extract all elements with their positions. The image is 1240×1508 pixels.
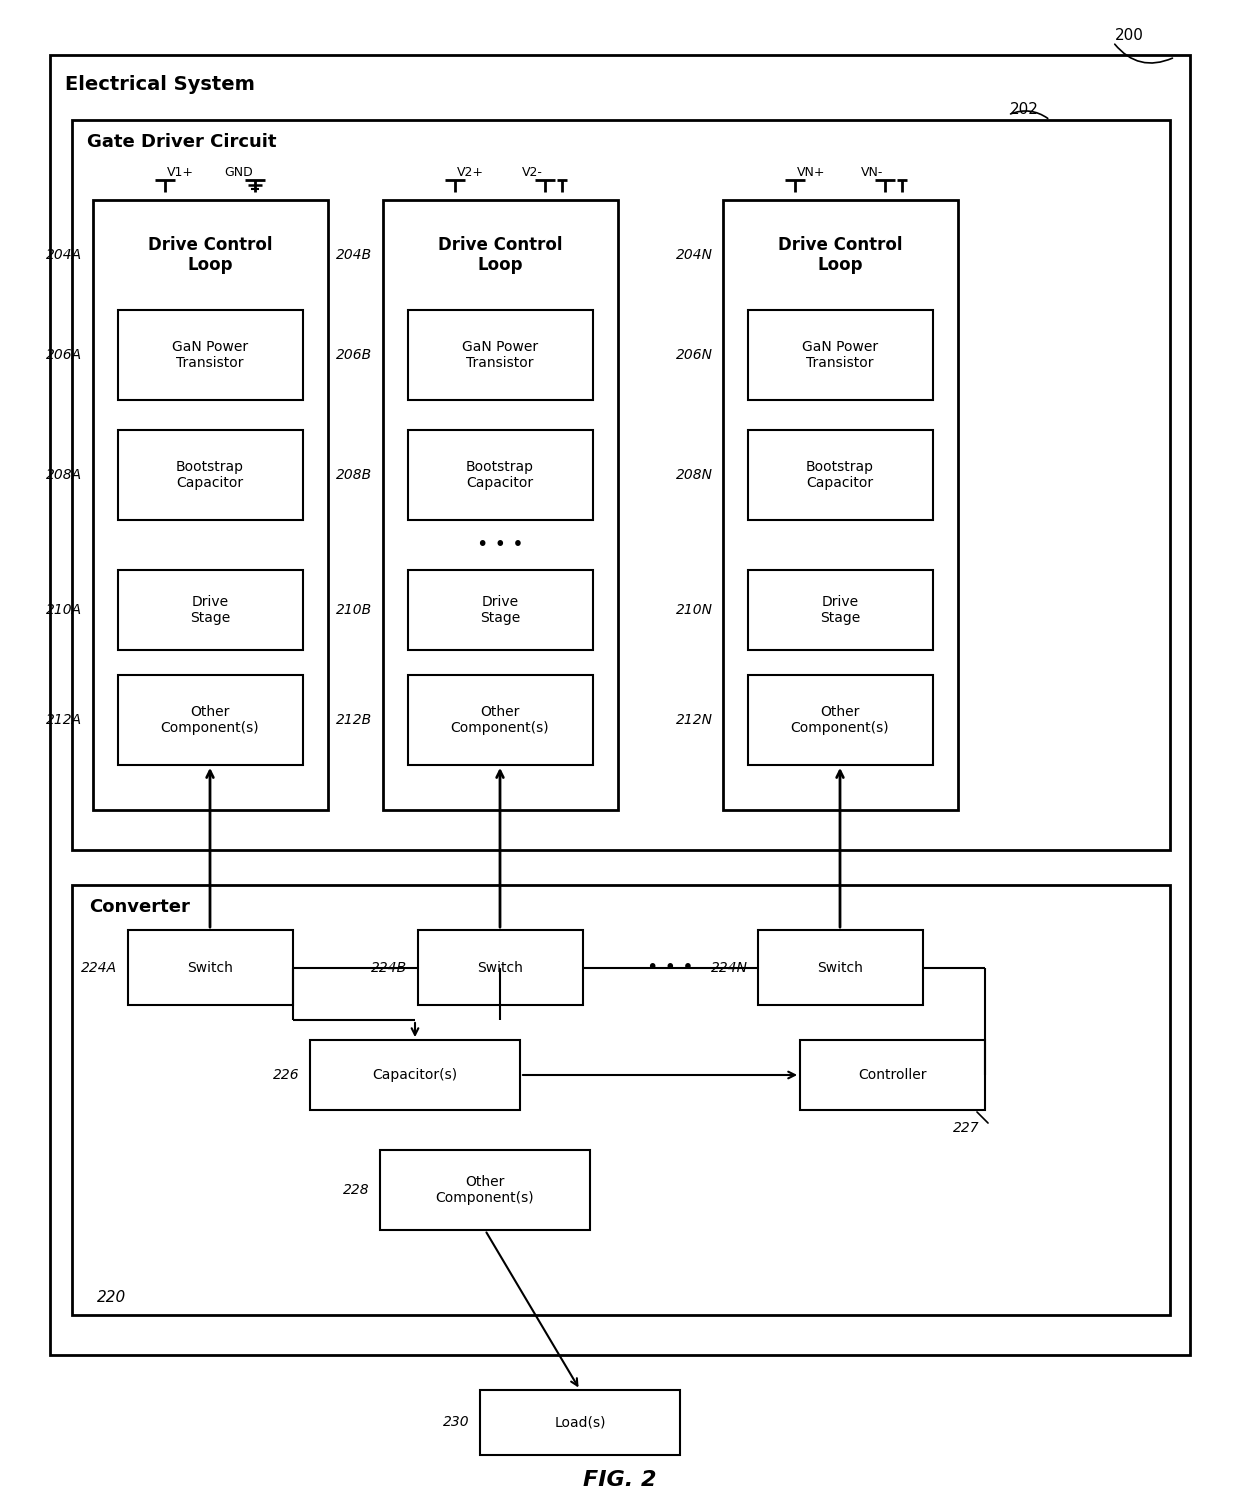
- Text: Other
Component(s): Other Component(s): [435, 1175, 534, 1205]
- Bar: [93, 201, 327, 810]
- Text: GaN Power
Transistor: GaN Power Transistor: [802, 339, 878, 369]
- Text: Switch: Switch: [477, 961, 523, 974]
- Text: 210N: 210N: [676, 603, 713, 617]
- Text: 224B: 224B: [371, 961, 408, 974]
- Bar: [379, 1151, 590, 1231]
- Text: 226: 226: [273, 1068, 300, 1083]
- Text: Converter: Converter: [89, 897, 191, 915]
- Bar: [723, 201, 957, 810]
- Text: 204B: 204B: [336, 247, 372, 262]
- Text: • • •: • • •: [476, 535, 523, 555]
- Bar: [118, 570, 303, 650]
- Text: Other
Component(s): Other Component(s): [450, 704, 549, 734]
- Text: 212A: 212A: [46, 713, 83, 727]
- Bar: [118, 311, 303, 400]
- Text: V2+: V2+: [458, 166, 484, 178]
- Bar: [748, 430, 932, 520]
- Text: GaN Power
Transistor: GaN Power Transistor: [172, 339, 248, 369]
- Text: VN-: VN-: [861, 166, 883, 178]
- Bar: [118, 430, 303, 520]
- Text: Bootstrap
Capacitor: Bootstrap Capacitor: [806, 460, 874, 490]
- Text: VN+: VN+: [797, 166, 826, 178]
- Text: • • •: • • •: [647, 958, 693, 977]
- Text: 204N: 204N: [676, 247, 713, 262]
- Text: 206A: 206A: [46, 348, 83, 362]
- Text: GND: GND: [224, 166, 253, 178]
- Text: 202: 202: [1011, 103, 1039, 118]
- Text: Load(s): Load(s): [554, 1416, 606, 1430]
- Bar: [748, 311, 932, 400]
- Bar: [408, 430, 593, 520]
- Bar: [418, 930, 583, 1004]
- Text: 220: 220: [97, 1289, 126, 1304]
- Text: 206N: 206N: [676, 348, 713, 362]
- Bar: [50, 54, 1190, 1356]
- Bar: [382, 201, 618, 810]
- Text: Drive Control
Loop: Drive Control Loop: [777, 235, 903, 274]
- Text: Controller: Controller: [858, 1068, 926, 1083]
- Text: Drive Control
Loop: Drive Control Loop: [148, 235, 273, 274]
- Text: 204A: 204A: [46, 247, 83, 262]
- Text: Drive
Stage: Drive Stage: [480, 594, 520, 626]
- Text: 206B: 206B: [336, 348, 372, 362]
- Text: 224N: 224N: [711, 961, 748, 974]
- Text: 200: 200: [1115, 27, 1143, 42]
- Text: 208A: 208A: [46, 467, 83, 483]
- Text: FIG. 2: FIG. 2: [583, 1470, 657, 1490]
- Bar: [408, 570, 593, 650]
- Text: GaN Power
Transistor: GaN Power Transistor: [463, 339, 538, 369]
- Text: Bootstrap
Capacitor: Bootstrap Capacitor: [176, 460, 244, 490]
- Text: 230: 230: [444, 1416, 470, 1430]
- Bar: [480, 1390, 680, 1455]
- Bar: [758, 930, 923, 1004]
- Bar: [128, 930, 293, 1004]
- Text: 210A: 210A: [46, 603, 83, 617]
- Bar: [310, 1041, 520, 1110]
- Text: 224A: 224A: [82, 961, 118, 974]
- Text: 227: 227: [954, 1120, 980, 1136]
- Text: Other
Component(s): Other Component(s): [791, 704, 889, 734]
- Text: 228: 228: [343, 1182, 370, 1197]
- Text: 208B: 208B: [336, 467, 372, 483]
- Text: 212N: 212N: [676, 713, 713, 727]
- Bar: [748, 570, 932, 650]
- Text: V2-: V2-: [522, 166, 543, 178]
- Bar: [72, 121, 1171, 851]
- Text: Drive
Stage: Drive Stage: [820, 594, 861, 626]
- Text: 212B: 212B: [336, 713, 372, 727]
- Bar: [408, 311, 593, 400]
- Text: Switch: Switch: [817, 961, 863, 974]
- Bar: [72, 885, 1171, 1315]
- Bar: [800, 1041, 985, 1110]
- Text: Electrical System: Electrical System: [64, 75, 255, 95]
- Text: 210B: 210B: [336, 603, 372, 617]
- Text: Bootstrap
Capacitor: Bootstrap Capacitor: [466, 460, 534, 490]
- Text: Other
Component(s): Other Component(s): [161, 704, 259, 734]
- Text: 208N: 208N: [676, 467, 713, 483]
- Text: Drive Control
Loop: Drive Control Loop: [438, 235, 562, 274]
- Text: V1+: V1+: [167, 166, 193, 178]
- Bar: [748, 676, 932, 765]
- Text: Gate Driver Circuit: Gate Driver Circuit: [87, 133, 277, 151]
- Text: Drive
Stage: Drive Stage: [190, 594, 231, 626]
- Bar: [408, 676, 593, 765]
- Bar: [118, 676, 303, 765]
- Text: Switch: Switch: [187, 961, 233, 974]
- Text: Capacitor(s): Capacitor(s): [372, 1068, 458, 1083]
